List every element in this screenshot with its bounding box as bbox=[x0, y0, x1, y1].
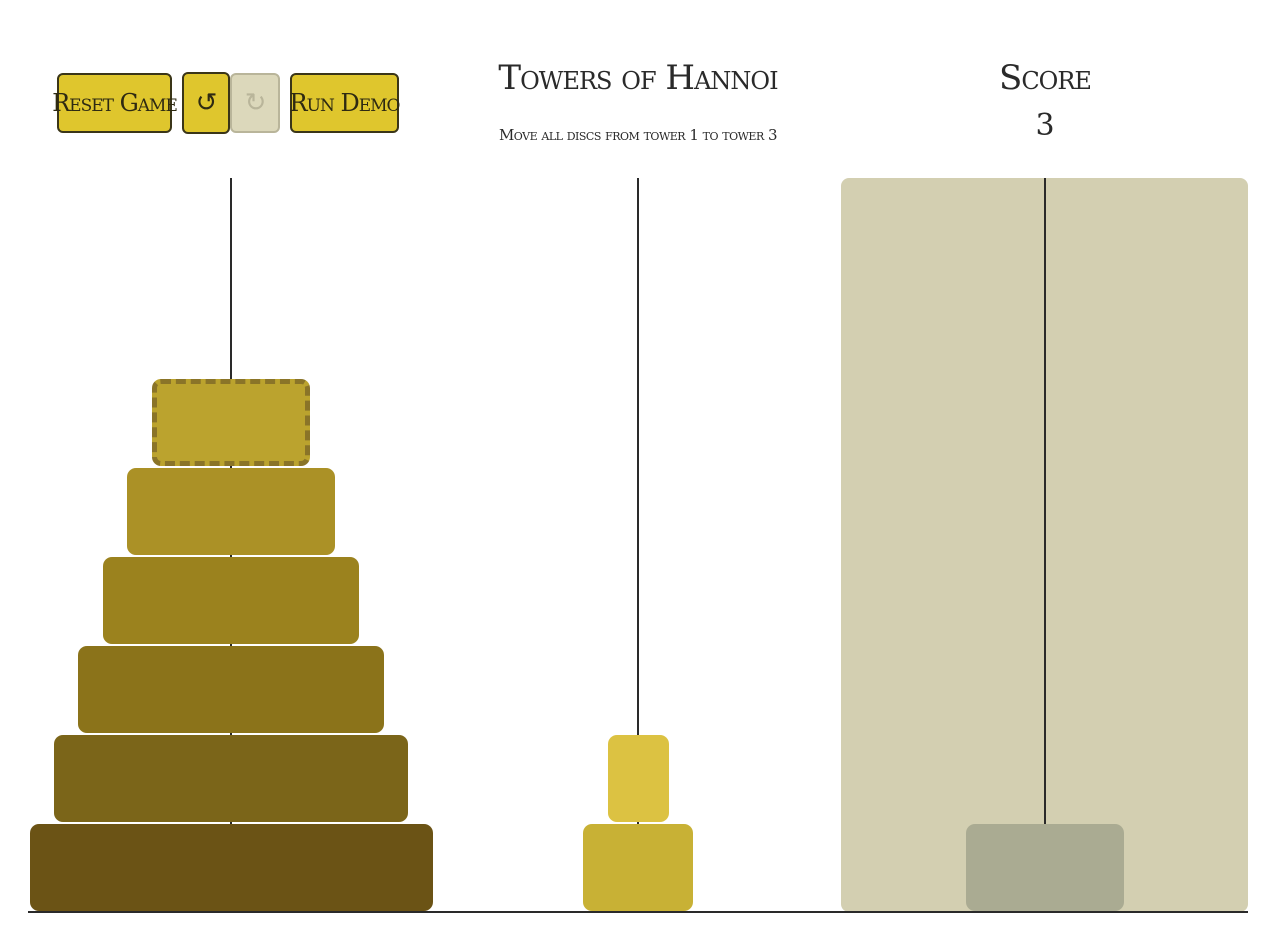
redo-button[interactable]: ↻ bbox=[230, 73, 280, 133]
score-value: 3 bbox=[1035, 108, 1055, 143]
disc-4[interactable] bbox=[127, 468, 335, 555]
undo-button[interactable]: ↺ bbox=[182, 72, 230, 134]
disc-2[interactable] bbox=[583, 824, 693, 911]
disc-5[interactable] bbox=[102, 557, 360, 644]
tower-2-peg bbox=[637, 178, 639, 912]
disc-7[interactable] bbox=[53, 735, 409, 822]
page-subtitle: Move all discs from tower 1 to tower 3 bbox=[498, 126, 778, 144]
run-demo-button[interactable]: Run Demo bbox=[290, 73, 400, 133]
tower-3-peg bbox=[1044, 178, 1046, 912]
disc-8[interactable] bbox=[29, 824, 433, 911]
ground-line bbox=[28, 911, 1248, 913]
disc-drop-preview bbox=[965, 824, 1125, 911]
disc-6[interactable] bbox=[78, 646, 384, 733]
disc-1[interactable] bbox=[607, 735, 669, 822]
score-label: Score bbox=[999, 58, 1092, 98]
redo-arrow-icon: ↻ bbox=[244, 88, 267, 118]
disc-3[interactable] bbox=[151, 379, 311, 466]
undo-arrow-icon: ↺ bbox=[195, 88, 218, 118]
page-title: Towers of Hannoi bbox=[498, 58, 778, 98]
reset-game-button[interactable]: Reset Game bbox=[52, 73, 178, 133]
